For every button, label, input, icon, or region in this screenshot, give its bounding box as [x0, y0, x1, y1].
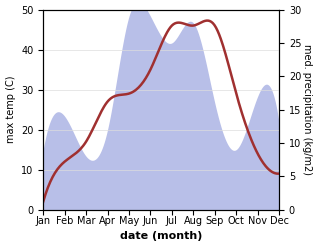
Y-axis label: med. precipitation (kg/m2): med. precipitation (kg/m2) [302, 44, 313, 175]
Y-axis label: max temp (C): max temp (C) [5, 76, 16, 143]
X-axis label: date (month): date (month) [120, 231, 202, 242]
